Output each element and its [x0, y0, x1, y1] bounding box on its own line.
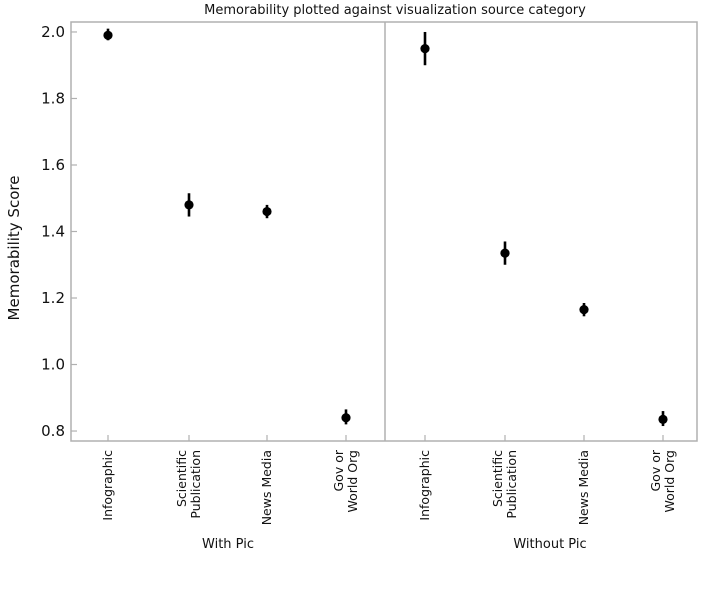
panel-label: Without Pic: [513, 537, 586, 552]
x-tick-label: News Media: [259, 450, 274, 525]
caption-cutoff: [0, 578, 704, 591]
data-point: [341, 413, 351, 423]
data-point: [262, 206, 272, 217]
x-tick-label: News Media: [576, 450, 591, 525]
y-tick-label: 1.6: [41, 156, 65, 174]
panel-with-pic: Infographic ScientificPublication News Med…: [100, 28, 360, 552]
x-tick-label: Gov orWorld Org: [648, 449, 677, 512]
data-point: [579, 305, 589, 315]
y-tick-label: 1.4: [41, 223, 65, 241]
panel-label: With Pic: [202, 537, 254, 552]
data-point: [103, 30, 113, 40]
x-tick-label: Infographic: [100, 450, 115, 521]
y-tick-label: 1.2: [41, 289, 65, 307]
data-point: [420, 44, 430, 54]
y-tick-label: 1.0: [41, 356, 65, 374]
panel-without-pic: Infographic ScientificPublication News Med…: [417, 31, 677, 552]
x-tick-label: ScientificPublication: [174, 450, 203, 519]
plot-frame: [70, 21, 698, 442]
y-axis-label: Memorability Score: [5, 176, 23, 321]
y-tick-label: 0.8: [41, 422, 65, 440]
x-tick-label: Infographic: [417, 450, 432, 521]
y-tick-label: 1.8: [41, 89, 65, 107]
y-axis-ticks: 0.8 1.0 1.2 1.4 1.6 1.8 2.0: [41, 23, 77, 440]
plot-border: [70, 21, 698, 442]
data-point: [184, 200, 194, 210]
data-point: [658, 414, 668, 424]
x-tick-label: Gov orWorld Org: [331, 449, 360, 512]
x-tick-label: ScientificPublication: [490, 450, 519, 519]
panels: Infographic ScientificPublication News Med…: [100, 28, 677, 552]
chart-title: Memorability plotted against visualizati…: [204, 3, 586, 18]
y-tick-label: 2.0: [41, 23, 65, 41]
data-point: [500, 248, 510, 258]
